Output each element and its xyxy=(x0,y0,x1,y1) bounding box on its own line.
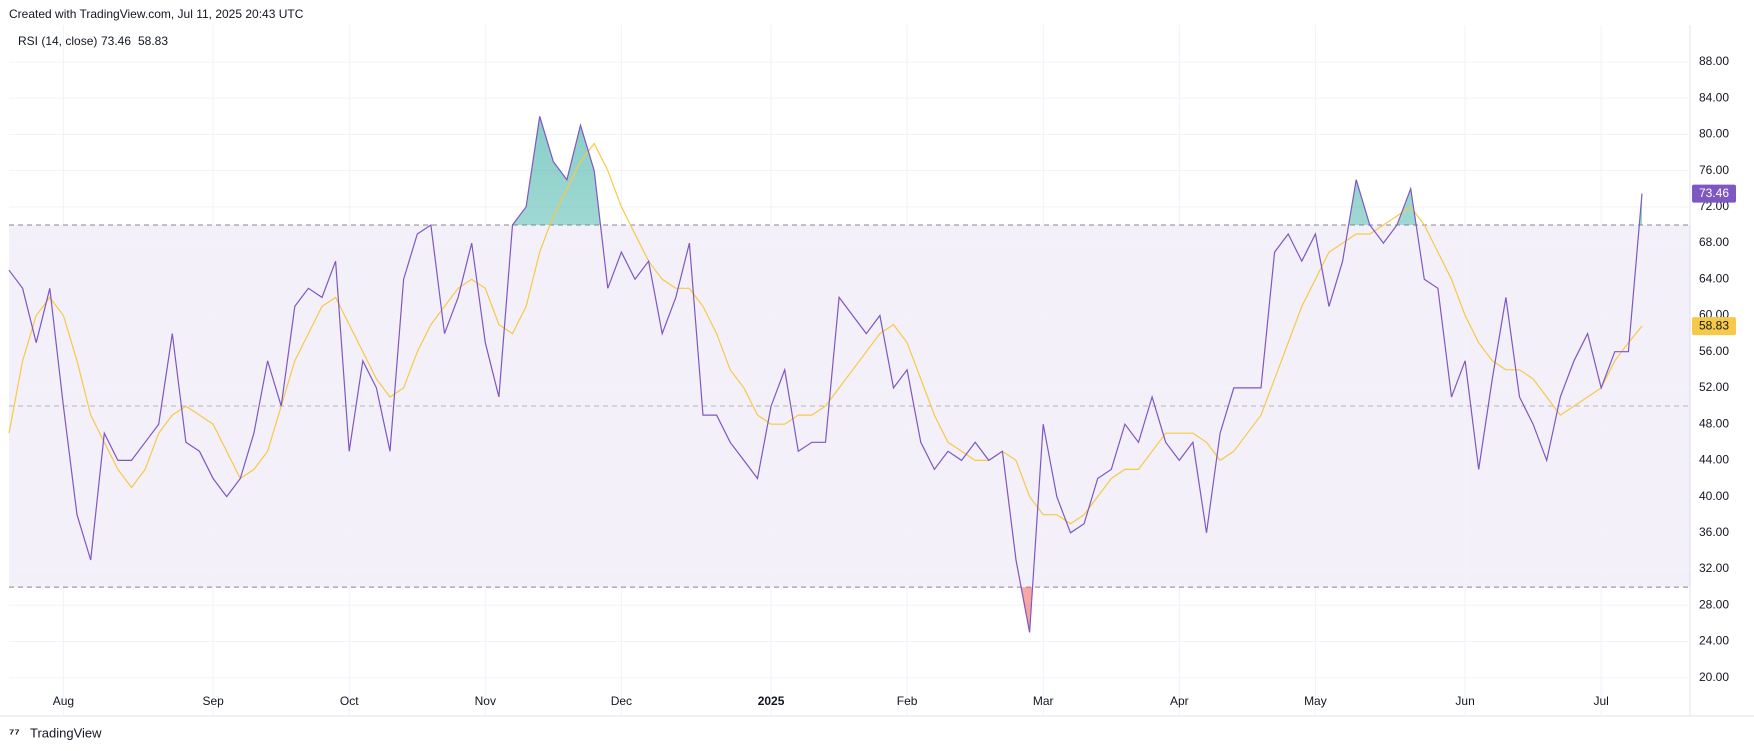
x-tick-label: Mar xyxy=(1033,694,1054,708)
series-line xyxy=(8,116,1643,633)
x-tick-label: Sep xyxy=(202,694,224,708)
x-tick-label: Feb xyxy=(897,694,918,708)
price-tag-label: 58.83 xyxy=(1699,318,1729,332)
price-tag xyxy=(1692,184,1736,203)
y-tick-label: 28.00 xyxy=(1699,597,1729,611)
x-tick-label: Oct xyxy=(340,694,359,708)
price-tag-label: 73.46 xyxy=(1699,186,1729,200)
y-tick-label: 52.00 xyxy=(1699,380,1729,394)
x-tick-label: Jul xyxy=(1594,694,1609,708)
logo-mark: ⁷⁷ xyxy=(9,725,20,740)
x-tick-label: Nov xyxy=(475,694,496,708)
x-tick-label: Dec xyxy=(611,694,632,708)
y-tick-label: 76.00 xyxy=(1699,163,1729,177)
x-tick-label: Jun xyxy=(1455,694,1474,708)
header: Created with TradingView.com, Jul 11, 20… xyxy=(9,7,304,21)
y-tick-label: 40.00 xyxy=(1699,489,1729,503)
legend-title: RSI (14, close) xyxy=(18,34,97,48)
y-tick-label: 64.00 xyxy=(1699,271,1729,285)
x-tick-label: Apr xyxy=(1170,694,1189,708)
footer: TradingView xyxy=(30,725,102,740)
y-tick-label: 68.00 xyxy=(1699,235,1729,249)
x-tick-label: 2025 xyxy=(758,694,785,708)
plot xyxy=(8,25,1690,716)
y-tick-label: 48.00 xyxy=(1699,416,1729,430)
x-tick-label: Aug xyxy=(53,694,74,708)
y-tick-label: 44.00 xyxy=(1699,453,1729,467)
legend-value: 73.46 xyxy=(101,34,131,48)
x-tick-label: May xyxy=(1304,694,1327,708)
y-tick-label: 80.00 xyxy=(1699,127,1729,141)
overbought-fill xyxy=(512,116,1642,225)
y-tick-label: 36.00 xyxy=(1699,525,1729,539)
y-tick-label: 88.00 xyxy=(1699,54,1729,68)
price-tag xyxy=(1692,317,1736,336)
y-tick-label: 84.00 xyxy=(1699,90,1729,104)
y-tick-label: 56.00 xyxy=(1699,344,1729,358)
legend-value: 58.83 xyxy=(138,34,168,48)
y-tick-label: 20.00 xyxy=(1699,670,1729,684)
y-tick-label: 32.00 xyxy=(1699,561,1729,575)
y-tick-label: 24.00 xyxy=(1699,634,1729,648)
